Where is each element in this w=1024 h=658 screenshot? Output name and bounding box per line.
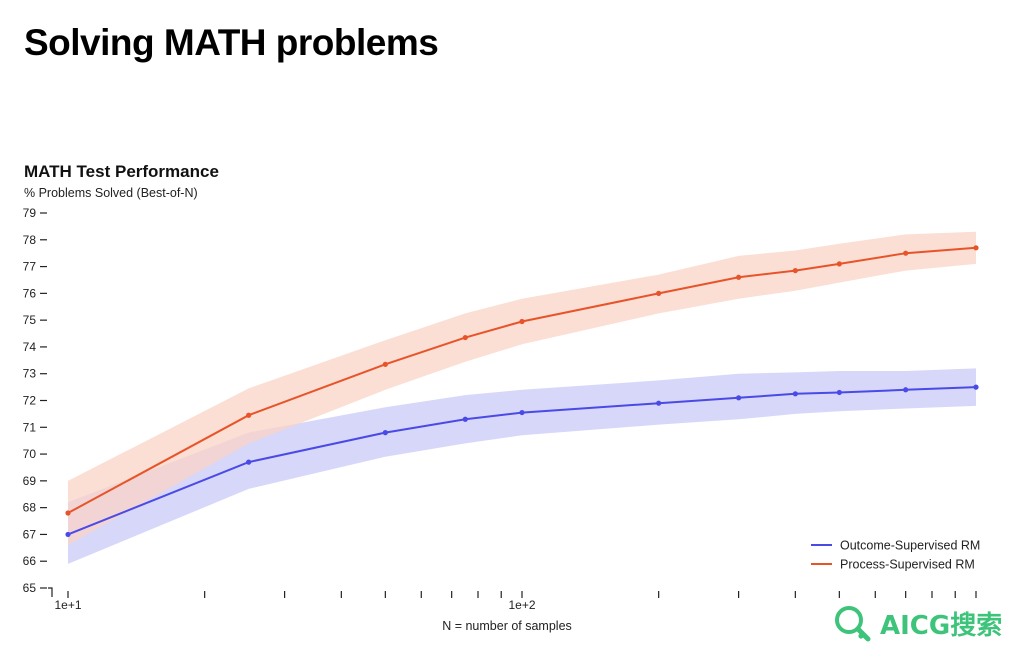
y-tick-label: 70	[23, 447, 37, 461]
process-supervised-rmband	[68, 231, 976, 546]
axes: 65 66 67 68 69 70 71 72 73 74 75 76 77 78 79 1e+1 1e+2	[23, 206, 977, 612]
watermark-text: AICG搜索	[880, 611, 1002, 641]
outcome-supervised-rmpoint	[836, 389, 842, 396]
magnifier-icon	[835, 606, 871, 642]
y-tick-label: 67	[23, 527, 37, 541]
y-tick-label: 75	[23, 313, 37, 327]
process-supervised-rmpoint	[462, 334, 468, 341]
process-supervised-rmpoint	[836, 261, 842, 267]
confidence-bands	[68, 231, 976, 564]
outcome-supervised-rmband	[68, 368, 976, 564]
chart-title: MATH Test Performance	[24, 162, 219, 181]
outcome-supervised-rmpoint	[903, 387, 909, 393]
y-tick-label: 71	[23, 420, 37, 434]
y-tick-label: 74	[23, 340, 37, 354]
process-supervised-rmpoint	[736, 274, 742, 280]
y-tick-label: 77	[23, 260, 37, 274]
process-supervised-rmpoint	[65, 510, 71, 516]
legend-entry: Outcome-Supervised RM	[840, 539, 980, 553]
outcome-supervised-rmpoint	[792, 391, 798, 397]
y-axis-label: % Problems Solved (Best-of-N)	[24, 186, 198, 200]
y-tick-label: 79	[23, 206, 37, 220]
x-tick-label: 1e+1	[54, 598, 81, 612]
process-supervised-rmpoint	[792, 267, 798, 274]
x-axis-label: N = number of samples	[442, 619, 572, 633]
process-supervised-rmpoint	[382, 361, 388, 367]
y-tick-label: 69	[23, 474, 37, 488]
page-title: Solving MATH problems	[24, 22, 439, 63]
outcome-supervised-rmpoint	[736, 395, 742, 401]
outcome-supervised-rmpoint	[65, 531, 71, 538]
process-supervised-rmpoint	[903, 250, 909, 256]
legend: Outcome-Supervised RM Process-Supervised …	[811, 539, 980, 572]
series-lines	[65, 245, 979, 538]
watermark-logo: AICG搜索	[835, 606, 1002, 642]
process-supervised-rmpoint	[656, 290, 662, 296]
x-tick-label: 1e+2	[508, 598, 535, 612]
outcome-supervised-rmpoint	[973, 384, 979, 390]
y-tick-label: 78	[23, 233, 37, 247]
process-supervised-rmpoint	[519, 318, 525, 325]
y-tick-label: 73	[23, 367, 37, 381]
legend-entry: Process-Supervised RM	[840, 558, 975, 572]
process-supervised-rmpoint	[246, 412, 252, 418]
outcome-supervised-rmpoint	[382, 430, 388, 436]
y-tick-label: 68	[23, 501, 37, 515]
y-tick-label: 72	[23, 394, 37, 408]
y-tick-label: 65	[23, 581, 37, 595]
outcome-supervised-rmpoint	[519, 409, 525, 416]
axis-corner	[48, 587, 53, 597]
y-tick-label: 66	[23, 554, 37, 568]
outcome-supervised-rmpoint	[246, 459, 252, 465]
outcome-supervised-rmpoint	[656, 400, 662, 406]
outcome-supervised-rmpoint	[462, 416, 468, 422]
process-supervised-rmpoint	[973, 245, 979, 251]
y-tick-label: 76	[23, 286, 37, 300]
